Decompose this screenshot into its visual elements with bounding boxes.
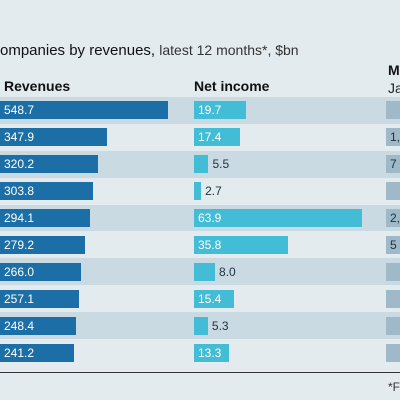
- market-cap-bar: [386, 262, 400, 281]
- revenue-label: 266.0: [4, 264, 35, 279]
- net-income-label: 2.7: [205, 184, 222, 199]
- net-income-bar: [194, 128, 240, 147]
- footnote: *F: [388, 380, 400, 394]
- revenue-bar: [0, 289, 79, 308]
- header-market-cap-sub: Ja: [388, 80, 400, 96]
- revenue-bar: [0, 235, 86, 254]
- revenue-label: 257.1: [4, 291, 35, 306]
- revenue-bar: [0, 182, 94, 201]
- net-income-label: 19.7: [198, 103, 222, 118]
- chart-title: ompanies by revenues, latest 12 months*,…: [0, 42, 299, 59]
- header-revenues: Revenues: [4, 78, 71, 94]
- net-income-label: 35.8: [198, 237, 222, 252]
- market-cap-bar: [386, 209, 400, 228]
- net-income-bar: [194, 182, 202, 201]
- market-cap-bar: [386, 155, 400, 174]
- market-cap-bar: [386, 182, 400, 201]
- header-net-income: Net income: [194, 78, 270, 94]
- revenue-label: 303.8: [4, 184, 35, 199]
- revenue-label: 241.2: [4, 345, 35, 360]
- net-income-bar: [194, 235, 289, 254]
- net-income-label: 8.0: [219, 264, 236, 279]
- net-income-bar: [194, 209, 362, 228]
- revenue-label: 248.4: [4, 318, 35, 333]
- market-cap-bar: [386, 101, 400, 120]
- revenue-label: 294.1: [4, 211, 35, 226]
- net-income-bar: [194, 155, 209, 174]
- net-income-label: 13.3: [198, 345, 222, 360]
- market-cap-bar: [386, 316, 400, 335]
- market-cap-label: 1,: [390, 130, 400, 145]
- net-income-label: 15.4: [198, 291, 222, 306]
- header-market-cap: Ma: [388, 62, 400, 78]
- revenue-bar: [0, 209, 91, 228]
- net-income-label: 17.4: [198, 130, 222, 145]
- net-income-bar: [194, 101, 246, 120]
- revenue-label: 347.9: [4, 130, 35, 145]
- revenue-bar: [0, 262, 82, 281]
- market-cap-label: 7: [390, 157, 397, 172]
- revenue-bar: [0, 316, 77, 335]
- revenue-bar: [0, 101, 168, 120]
- chart-title-sub: latest 12 months*, $bn: [159, 42, 299, 58]
- net-income-label: 5.3: [211, 318, 229, 333]
- net-income-bar: [194, 343, 229, 362]
- revenue-bar: [0, 343, 74, 362]
- net-income-bar: [194, 262, 216, 281]
- net-income-bar: [194, 289, 235, 308]
- net-income-label: 5.5: [212, 157, 230, 172]
- net-income-label: 63.9: [198, 211, 222, 226]
- market-cap-label: 5: [390, 237, 397, 252]
- revenue-label: 279.2: [4, 237, 35, 252]
- market-cap-bar: [386, 128, 400, 147]
- chart-title-main: ompanies by revenues,: [0, 42, 156, 59]
- net-income-bar: [194, 316, 208, 335]
- revenue-label: 548.7: [4, 103, 35, 118]
- market-cap-bar: [386, 235, 400, 254]
- market-cap-bar: [386, 343, 400, 362]
- revenue-bar: [0, 155, 99, 174]
- revenue-bar: [0, 128, 107, 147]
- bottom-rule: [0, 372, 400, 373]
- revenue-label: 320.2: [4, 157, 35, 172]
- market-cap-bar: [386, 289, 400, 308]
- market-cap-label: 2,: [390, 211, 400, 226]
